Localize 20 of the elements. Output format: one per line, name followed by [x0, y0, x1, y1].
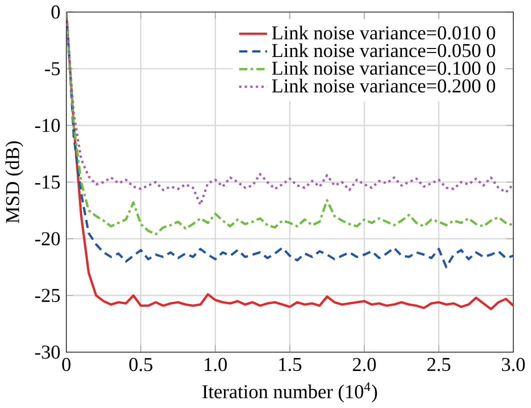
y-tick-label: -10	[35, 118, 60, 132]
y-tick-label: -25	[35, 288, 60, 302]
legend-label: Link noise variance=0.050 0	[272, 43, 496, 58]
x-tick-label: 0	[62, 358, 70, 372]
legend-label: Link noise variance=0.010 0	[272, 26, 496, 40]
x-tick-label: 0.5	[129, 358, 152, 372]
x-tick-label: 1.0	[204, 358, 227, 372]
x-tick-label: 3.0	[502, 358, 525, 372]
x-tick-label: 2.5	[427, 358, 450, 372]
x-tick-label: 1.5	[279, 358, 302, 372]
y-tick-label: -30	[35, 346, 60, 359]
legend-label: Link noise variance=0.100 0	[272, 61, 496, 76]
y-tick-label: -20	[35, 232, 60, 246]
y-tick-label: -5	[44, 62, 60, 76]
legend-label: Link noise variance=0.200 0	[272, 78, 496, 93]
y-axis-title: MSD (dB)	[5, 141, 24, 224]
y-tick-label: 0	[51, 6, 60, 19]
x-axis-title: Iteration number (10$^{4}$)	[202, 382, 377, 402]
y-tick-label: -15	[35, 176, 60, 189]
x-tick-label: 2.0	[352, 358, 376, 372]
